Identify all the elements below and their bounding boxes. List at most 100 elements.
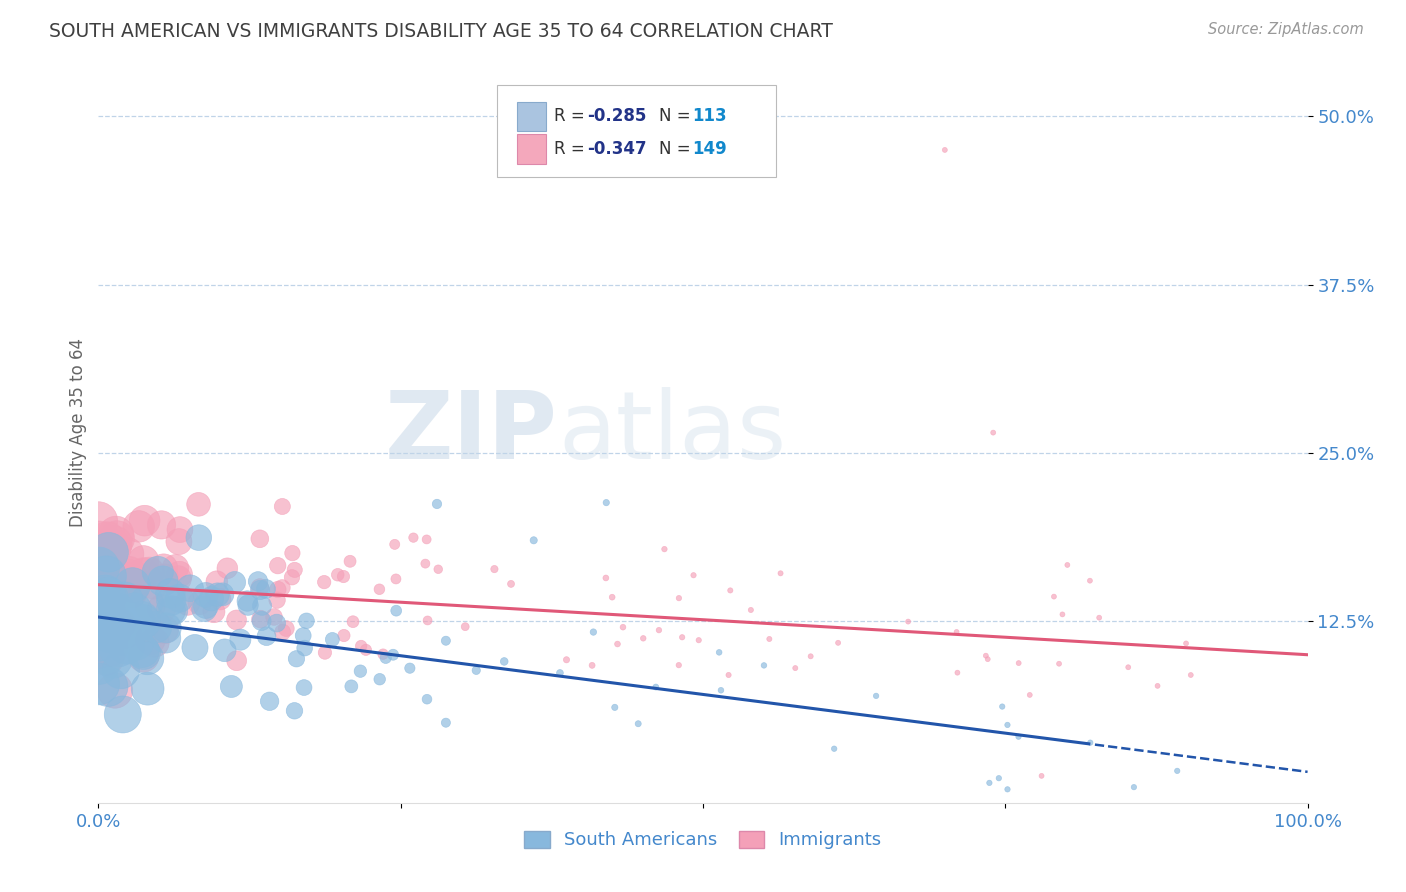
Point xyxy=(582,625,605,640)
Point xyxy=(454,620,477,634)
Point xyxy=(150,517,173,532)
Point xyxy=(1146,679,1168,693)
Point xyxy=(93,582,115,597)
Point xyxy=(112,624,135,639)
Point xyxy=(93,551,115,566)
Point xyxy=(98,603,121,617)
Point xyxy=(225,613,247,627)
Point xyxy=(94,601,117,615)
Point xyxy=(100,621,122,635)
Point xyxy=(340,679,363,693)
Point xyxy=(249,532,271,546)
Point xyxy=(118,572,141,586)
Point xyxy=(1008,656,1031,670)
Point xyxy=(603,700,626,714)
Text: atlas: atlas xyxy=(558,386,786,479)
Point xyxy=(249,582,271,597)
Point xyxy=(87,514,110,528)
Point xyxy=(98,641,121,656)
Point xyxy=(152,561,174,575)
Point xyxy=(89,615,111,629)
Point xyxy=(523,533,546,548)
Point xyxy=(682,568,704,582)
Point xyxy=(91,599,114,614)
Point xyxy=(87,613,110,627)
Point xyxy=(266,593,288,607)
Point xyxy=(128,519,150,533)
Text: N =: N = xyxy=(659,108,696,126)
Point xyxy=(349,664,371,678)
Point xyxy=(169,523,191,537)
Point xyxy=(146,565,169,579)
Point xyxy=(595,571,617,585)
Point xyxy=(236,594,259,608)
Point xyxy=(90,622,112,636)
Point xyxy=(263,610,285,624)
Point xyxy=(434,633,457,648)
Point xyxy=(96,533,118,548)
Point xyxy=(89,569,111,583)
Point xyxy=(945,624,967,639)
Point xyxy=(125,636,148,650)
Point xyxy=(135,595,157,609)
Point xyxy=(167,534,190,549)
Point xyxy=(132,566,155,581)
Point xyxy=(87,633,110,648)
Point xyxy=(87,607,110,622)
Point xyxy=(368,672,391,686)
Point xyxy=(221,680,243,694)
Point xyxy=(1078,574,1101,588)
Point xyxy=(997,718,1019,732)
Point xyxy=(688,633,710,648)
Point xyxy=(125,614,148,628)
Point xyxy=(150,602,173,616)
Point xyxy=(110,614,132,628)
Point xyxy=(1116,660,1139,674)
Y-axis label: Disability Age 35 to 64: Disability Age 35 to 64 xyxy=(69,338,87,527)
Point xyxy=(785,661,807,675)
Point xyxy=(187,497,209,511)
Point xyxy=(184,640,207,655)
Point xyxy=(321,632,343,647)
Point xyxy=(224,575,246,590)
Point xyxy=(977,652,1000,666)
Point xyxy=(143,635,166,649)
Point xyxy=(256,629,278,643)
Point xyxy=(606,637,628,651)
Point xyxy=(612,620,634,634)
Point xyxy=(294,641,316,656)
Point xyxy=(823,741,845,756)
Point xyxy=(145,620,167,634)
Point xyxy=(1175,636,1198,650)
Point xyxy=(112,620,135,634)
Point xyxy=(281,546,304,560)
Point xyxy=(103,541,125,555)
Point xyxy=(402,531,425,545)
Point xyxy=(229,632,252,647)
Legend: South Americans, Immigrants: South Americans, Immigrants xyxy=(517,823,889,856)
Point xyxy=(136,651,159,665)
Point xyxy=(94,649,117,664)
Point xyxy=(991,699,1014,714)
Point xyxy=(384,537,406,551)
Point xyxy=(132,646,155,660)
Point xyxy=(200,591,222,606)
Point xyxy=(499,577,522,591)
Point xyxy=(827,636,849,650)
Point xyxy=(1180,668,1202,682)
Point xyxy=(259,694,281,708)
Point xyxy=(194,588,217,602)
Point xyxy=(718,583,741,598)
Point xyxy=(627,716,650,731)
Point xyxy=(139,632,162,647)
Point xyxy=(179,581,201,595)
Point xyxy=(87,533,110,548)
Point xyxy=(1031,769,1053,783)
Text: N =: N = xyxy=(659,140,696,158)
Point xyxy=(350,639,373,653)
Point xyxy=(1043,590,1066,604)
Point xyxy=(267,582,290,597)
Point xyxy=(236,598,259,612)
Point xyxy=(374,650,396,665)
Point xyxy=(97,591,120,605)
